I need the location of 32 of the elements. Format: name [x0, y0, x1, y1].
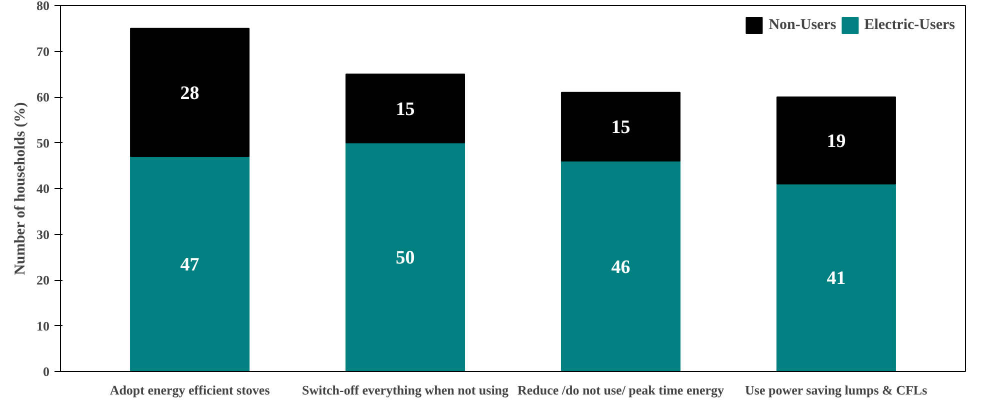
y-tick-label: 0: [43, 364, 50, 379]
y-tick-label: 40: [36, 181, 50, 196]
bar: [776, 96, 896, 184]
y-tick-label: 30: [36, 226, 50, 242]
x-tick-label: Reduce /do not use/ peak time energy: [517, 382, 725, 398]
x-tick-label: Adopt energy efficient stoves: [110, 382, 270, 398]
bar: [130, 156, 250, 372]
data-label: 47: [180, 254, 200, 276]
bar: [130, 28, 250, 157]
bar: [560, 160, 680, 372]
y-tick-label: 50: [36, 135, 50, 150]
bar: [346, 74, 466, 144]
data-label: 50: [396, 248, 415, 269]
y-axis-title: Number of households (%): [12, 102, 28, 275]
data-label: 15: [396, 98, 415, 120]
data-label: 15: [611, 117, 630, 138]
x-tick-label: Use power saving lumps & CFLs: [745, 382, 928, 398]
y-tick-label: 70: [36, 44, 50, 59]
legend-label: Electric-Users: [864, 16, 955, 34]
bar: [346, 142, 466, 372]
data-label: 46: [611, 256, 630, 278]
y-tick-label: 10: [36, 318, 50, 334]
bar: [560, 92, 680, 162]
y-tick-label: 20: [36, 272, 50, 288]
data-label: 28: [180, 82, 200, 104]
data-label: 19: [826, 130, 846, 152]
y-tick-label: 80: [36, 0, 50, 13]
x-tick-label: Switch-off everything when not using: [302, 382, 510, 398]
data-label: 41: [826, 268, 846, 290]
y-tick-label: 60: [36, 90, 50, 104]
bar: [776, 183, 896, 372]
legend-label: Non-Users: [768, 16, 836, 34]
